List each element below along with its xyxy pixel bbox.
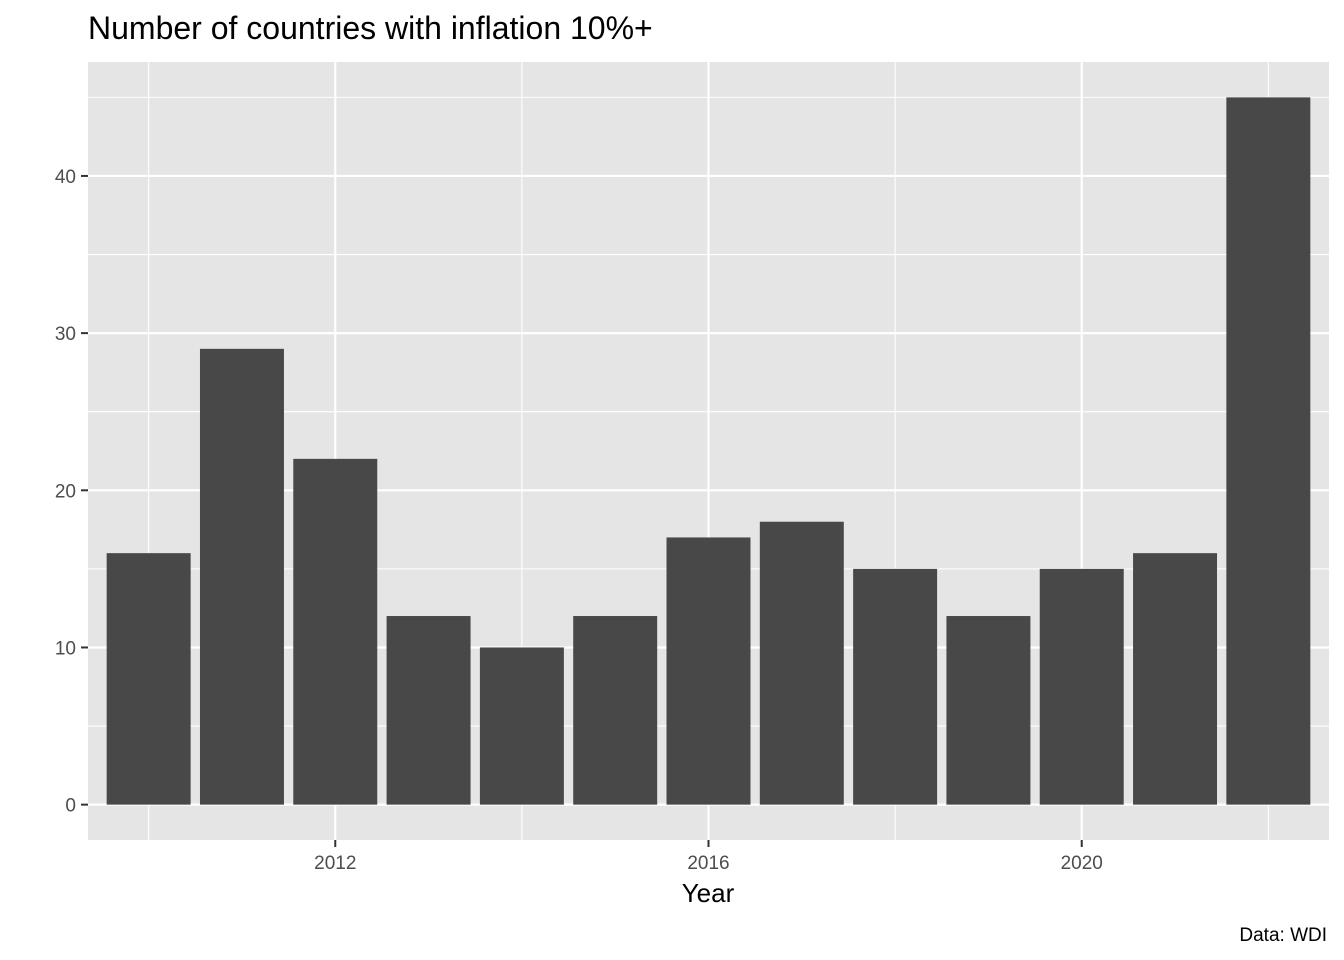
x-axis: 2012 2016 2020: [314, 840, 1103, 874]
y-axis: 0 10 20 30 40: [55, 167, 88, 817]
bar-2022: [1226, 97, 1311, 805]
x-axis-title: Year: [682, 878, 735, 908]
bar-2016: [666, 537, 751, 805]
bar-2011: [199, 348, 284, 805]
y-tick-label: 20: [55, 481, 76, 502]
bar-2010: [106, 553, 191, 805]
x-tick-label: 2012: [314, 853, 356, 874]
y-tick-label: 40: [55, 167, 76, 188]
bar-2015: [573, 616, 658, 805]
chart-title: Number of countries with inflation 10%+: [88, 10, 653, 46]
y-tick-label: 30: [55, 324, 76, 345]
x-tick-label: 2016: [687, 853, 729, 874]
bar-2020: [1039, 568, 1124, 805]
bar-2018: [853, 568, 938, 805]
y-tick-label: 0: [65, 796, 76, 817]
bars: [106, 97, 1311, 805]
x-tick-label: 2020: [1061, 853, 1103, 874]
y-tick-label: 10: [55, 638, 76, 659]
bar-2021: [1133, 553, 1218, 805]
bar-2014: [479, 647, 564, 805]
bar-2013: [386, 616, 471, 805]
caption: Data: WDI: [1239, 925, 1327, 946]
bar-2019: [946, 616, 1031, 805]
bar-2012: [293, 458, 378, 805]
bar-2017: [759, 521, 844, 805]
